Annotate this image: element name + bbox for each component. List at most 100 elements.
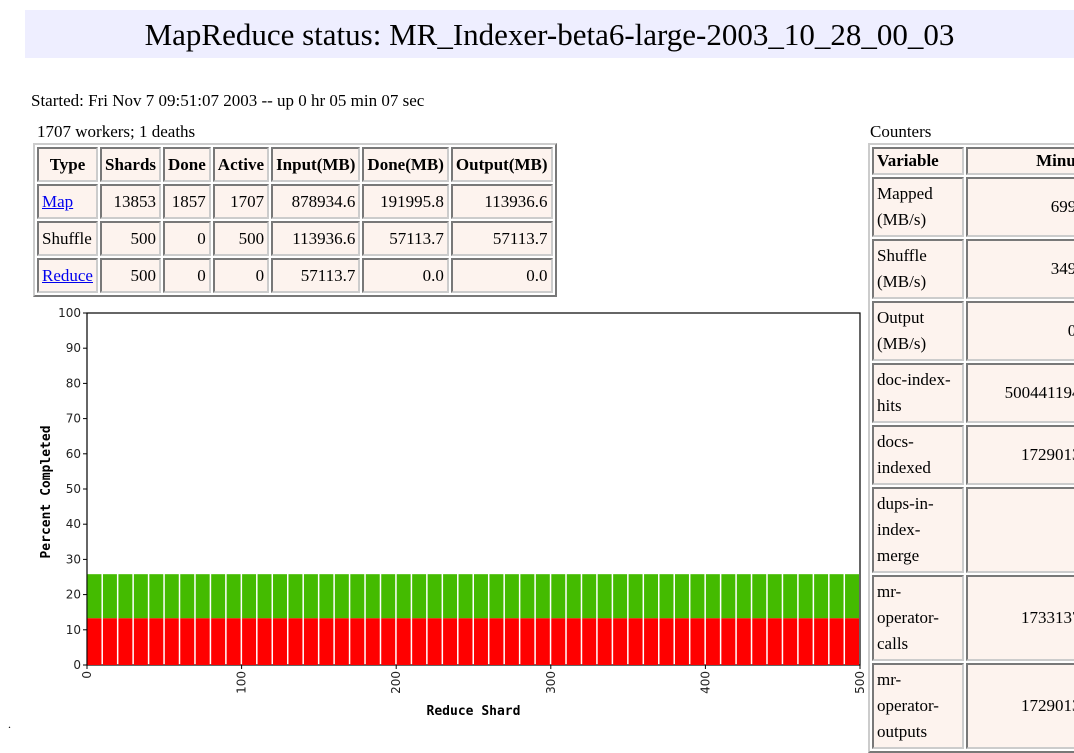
x-tick-label: 500 [853, 671, 867, 694]
bar-segment [242, 574, 257, 619]
status-cell-done_mb: 0.0 [362, 258, 449, 293]
status-header-done: Done [163, 147, 211, 182]
status-cell-done: 1857 [163, 184, 211, 219]
y-tick-label: 50 [66, 482, 81, 496]
y-tick-label: 30 [66, 552, 81, 566]
counter-value: 5004411944 [966, 363, 1074, 423]
bar-segment [628, 618, 643, 665]
bar-segment [149, 574, 164, 619]
bar-segment [659, 574, 674, 619]
bar-segment [798, 618, 813, 665]
bar-segment [87, 574, 102, 619]
counter-row: mr-operator-outputs17290135 [872, 663, 1074, 749]
status-cell-input: 113936.6 [271, 221, 361, 256]
bar-segment [474, 574, 488, 619]
map-link[interactable]: Map [42, 191, 74, 211]
started-info: Started: Fri Nov 7 09:51:07 2003 -- up 0… [31, 91, 425, 110]
bar-segment [303, 618, 318, 665]
bar-segment [489, 574, 504, 619]
bar-segment [443, 574, 458, 619]
x-tick-label: 400 [698, 671, 712, 694]
x-tick-label: 0 [80, 671, 94, 679]
bar-segment [566, 618, 581, 665]
y-tick-label: 70 [66, 412, 81, 426]
bar-segment [458, 618, 473, 665]
status-cell-done_mb: 57113.7 [362, 221, 449, 256]
counter-value: 17290135 [966, 663, 1074, 749]
status-header-donemb: Done(MB) [362, 147, 449, 182]
counter-row: dups-in-index-merge0 [872, 487, 1074, 573]
x-axis-label: Reduce Shard [427, 704, 521, 719]
status-cell-type: Map [37, 184, 98, 219]
counters-table: Variable Minute Mapped (MB/s)699.1Shuffl… [868, 143, 1074, 753]
bar-segment [164, 618, 179, 665]
bar-segment [752, 574, 767, 619]
bar-segment [381, 618, 396, 665]
counter-variable: Output (MB/s) [872, 301, 965, 361]
bar-segment [597, 574, 612, 619]
bar-segment [319, 618, 334, 665]
status-header-shards: Shards [99, 147, 162, 182]
bar-segment [783, 618, 798, 665]
bar-segment [783, 574, 798, 619]
counter-variable: Shuffle (MB/s) [872, 239, 965, 299]
x-tick-label: 300 [544, 671, 558, 694]
status-header-active: Active [212, 147, 270, 182]
counter-row: docs-indexed17290135 [872, 425, 1074, 485]
bar-segment [644, 574, 659, 619]
bar-segment [520, 618, 535, 665]
bar-segment [443, 618, 458, 665]
status-cell-shards: 500 [99, 258, 162, 293]
bar-segment [736, 574, 751, 619]
bar-segment [721, 574, 736, 619]
status-header-row: Type Shards Done Active Input(MB) Done(MB) Out… [37, 147, 553, 182]
reduce-link[interactable]: Reduce [42, 265, 93, 285]
bar-segment [520, 574, 535, 619]
bar-segment [705, 618, 720, 665]
counter-variable: doc-index-hits [872, 363, 965, 423]
bar-segment [195, 618, 210, 665]
workers-info: 1707 workers; 1 deaths [37, 122, 196, 141]
bar-segment [303, 574, 318, 619]
status-cell-type: Shuffle [37, 221, 98, 256]
bar-segment [644, 618, 659, 665]
counter-row: Mapped (MB/s)699.1 [872, 177, 1074, 237]
bar-segment [87, 618, 102, 665]
bar-segment [814, 618, 829, 665]
y-tick-label: 90 [66, 341, 81, 355]
bar-segment [690, 618, 705, 665]
status-cell-output: 0.0 [450, 258, 553, 293]
status-cell-done: 0 [163, 221, 211, 256]
counter-variable: mr-operator-calls [872, 575, 965, 661]
status-header-inputmb: Input(MB) [271, 147, 361, 182]
status-cell-active: 500 [212, 221, 270, 256]
bar-segment [705, 574, 720, 619]
bar-segment [628, 574, 643, 619]
counters-label: Counters [870, 122, 932, 141]
y-tick-label: 100 [58, 306, 81, 320]
bar-segment [597, 618, 612, 665]
bar-segment [396, 618, 411, 665]
counter-row: Shuffle (MB/s)349.5 [872, 239, 1074, 299]
bar-segment [767, 618, 782, 665]
bar-segment [566, 574, 581, 619]
status-row-reduce: Reduce 500 0 0 57113.7 0.0 0.0 [37, 258, 553, 293]
bar-segment [474, 618, 488, 665]
status-cell-shards: 13853 [99, 184, 162, 219]
bar-segment [458, 574, 473, 619]
bar-segment [845, 618, 859, 665]
counters-header-variable: Variable [872, 147, 965, 175]
bar-segment [211, 618, 226, 665]
bar-segment [242, 618, 257, 665]
counter-value: 0 [966, 487, 1074, 573]
bar-segment [752, 618, 767, 665]
bar-segment [257, 618, 272, 665]
bar-segment [350, 574, 365, 619]
y-tick-label: 40 [66, 517, 81, 531]
y-tick-label: 60 [66, 447, 81, 461]
bar-segment [613, 618, 628, 665]
bar-segment [427, 618, 442, 665]
status-cell-shards: 500 [99, 221, 162, 256]
x-tick-label: 200 [389, 671, 403, 694]
counter-variable: Mapped (MB/s) [872, 177, 965, 237]
